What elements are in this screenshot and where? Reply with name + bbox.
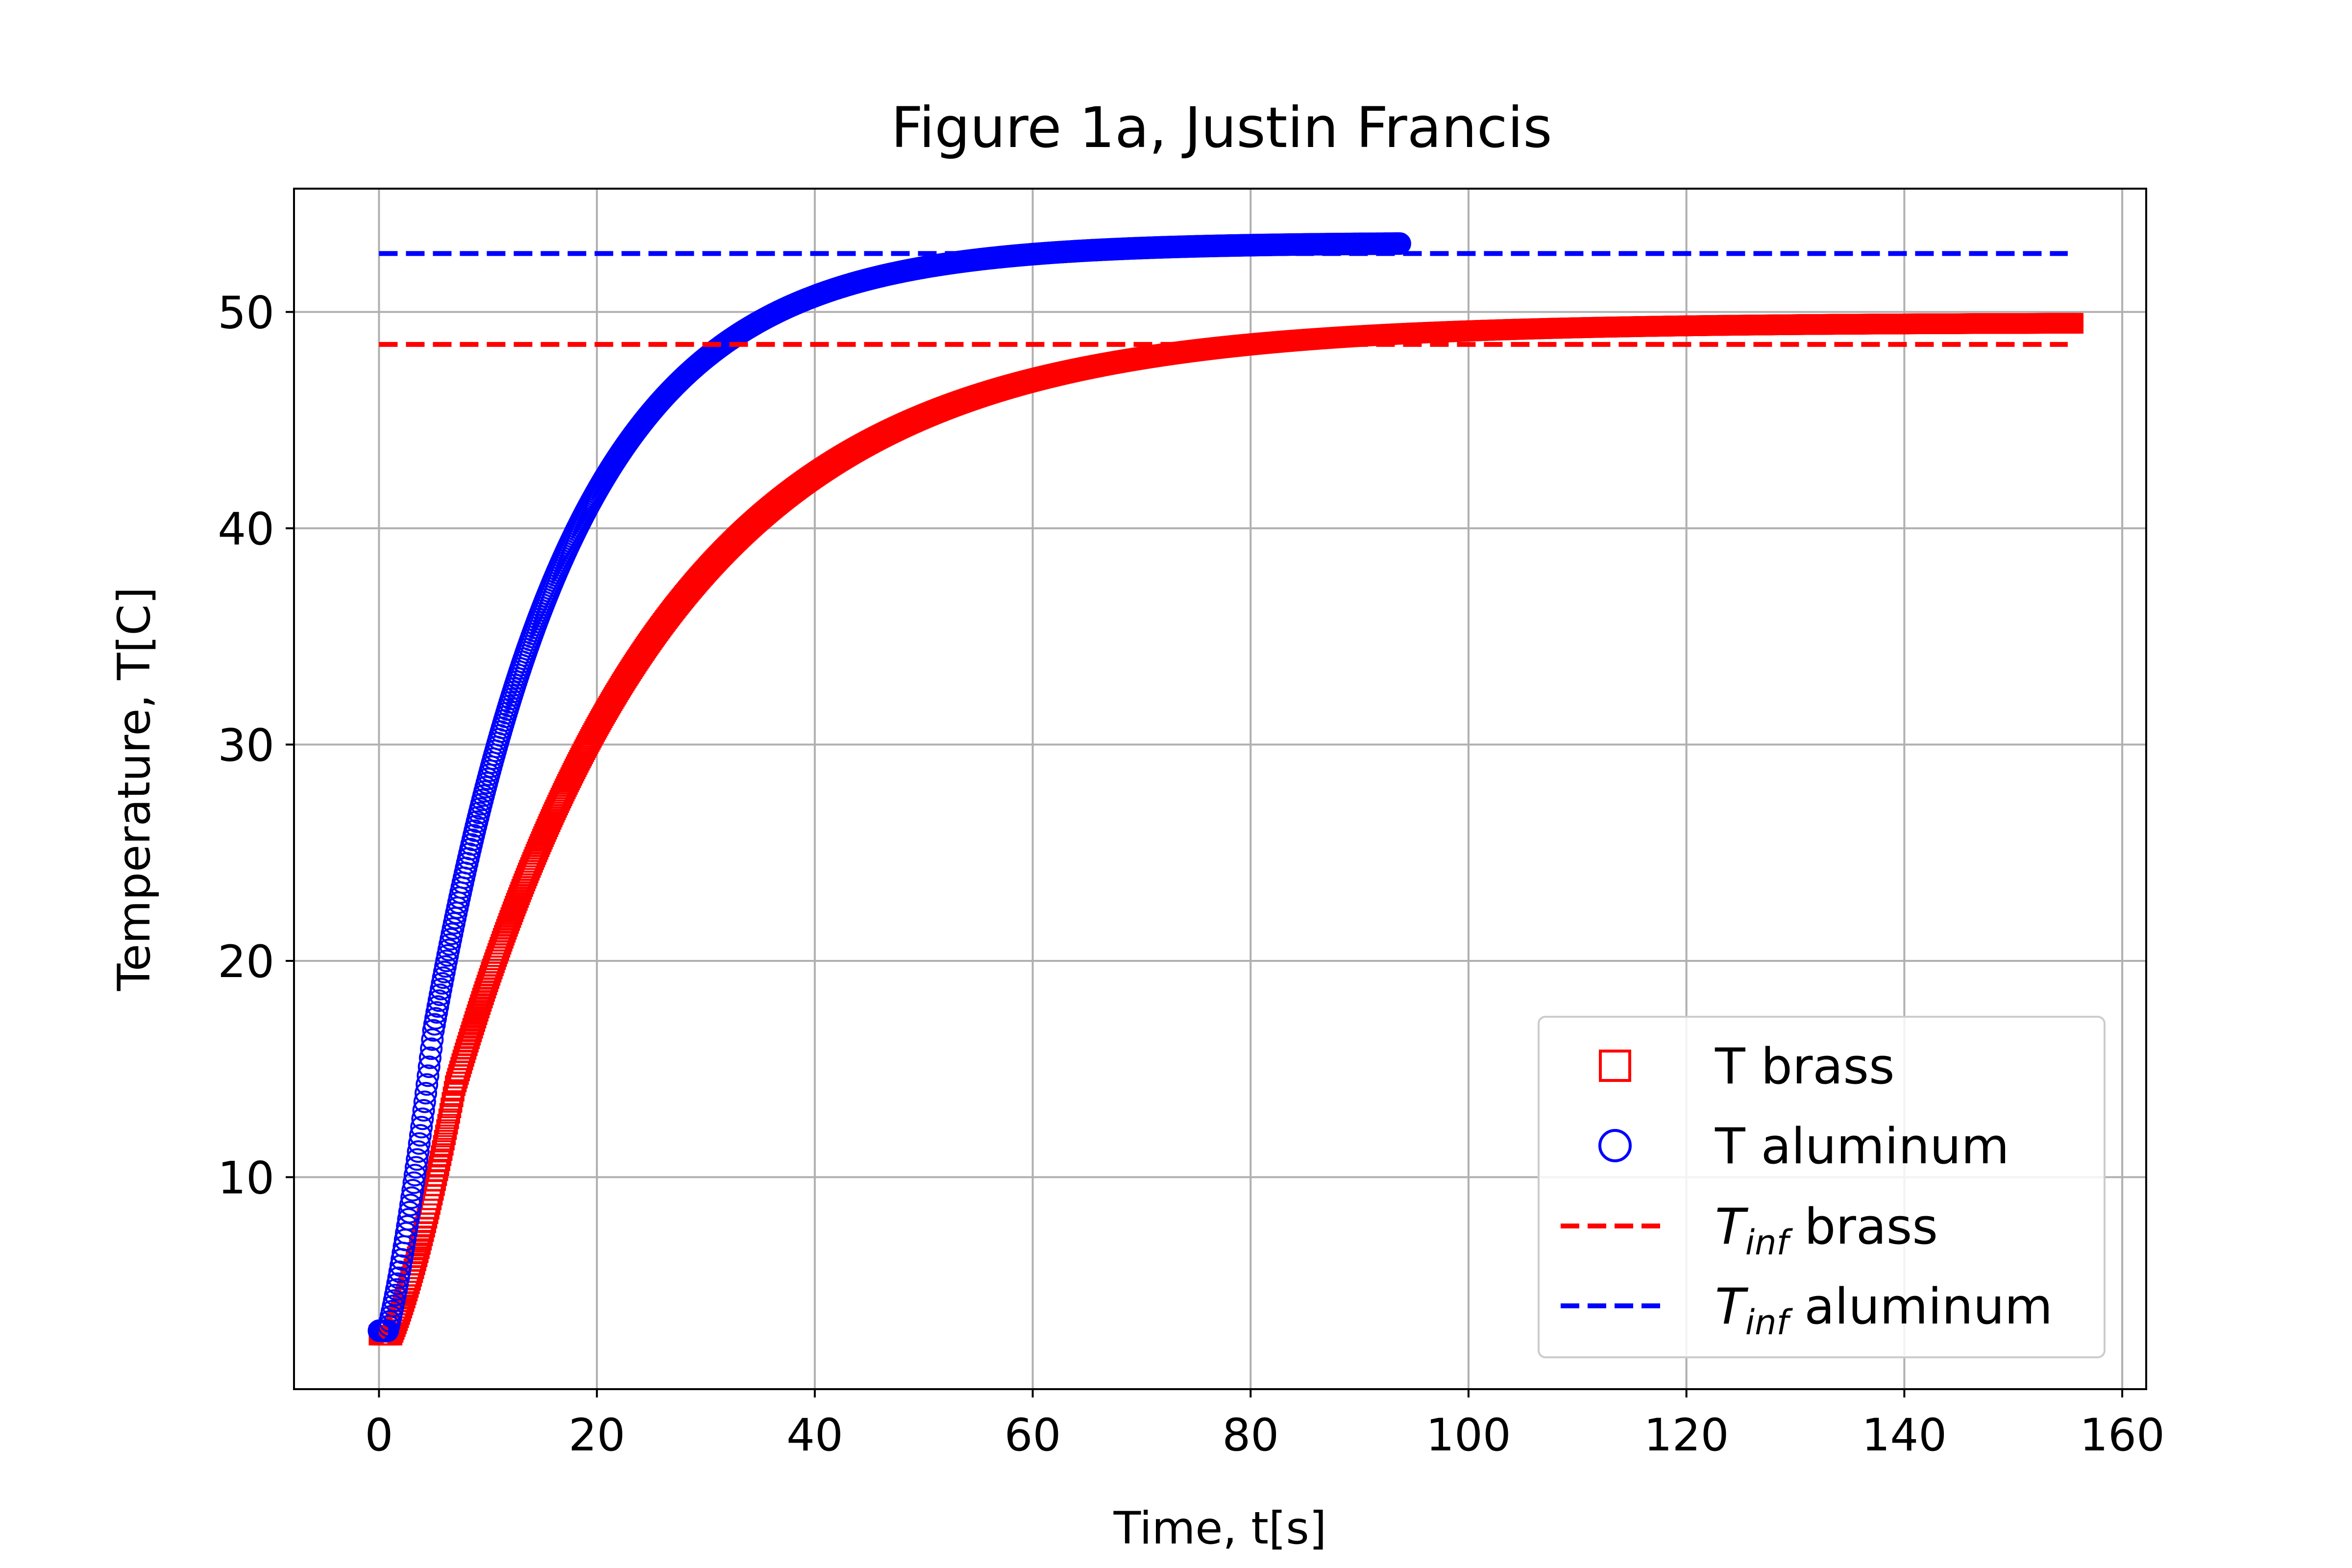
y-tick-label: 50: [218, 288, 274, 339]
data-point: [421, 1028, 444, 1051]
data-point: [432, 1140, 453, 1161]
data-point: [2063, 313, 2084, 334]
data-point: [420, 1037, 443, 1060]
legend-label: T aluminum: [1715, 1117, 2009, 1175]
data-point: [436, 1119, 457, 1140]
data-point: [435, 1125, 456, 1146]
y-tick-label: 40: [218, 504, 274, 555]
x-tick-label: 60: [1004, 1410, 1061, 1461]
y-axis-label: Temperature, T[C]: [109, 587, 160, 991]
x-tick-label: 140: [1862, 1410, 1947, 1461]
data-point: [401, 1179, 424, 1202]
data-point: [456, 1039, 477, 1060]
x-tick-label: 100: [1426, 1410, 1511, 1461]
y-tick-label: 20: [218, 936, 274, 988]
data-point: [413, 1090, 436, 1113]
data-point: [457, 1035, 478, 1056]
data-point: [407, 1140, 430, 1163]
data-point: [416, 1073, 439, 1096]
data-point: [411, 1107, 434, 1130]
data-point: [458, 1032, 479, 1053]
data-point: [408, 1132, 431, 1155]
data-point: [402, 1171, 425, 1194]
legend: T brass T aluminum Tinf brass Tinf aluminum: [1538, 1016, 2106, 1358]
series-t-brass: [368, 313, 2084, 1346]
data-point: [412, 1099, 435, 1122]
legend-box: [1538, 1016, 2106, 1358]
data-point: [398, 1200, 421, 1224]
legend-label: Tinf brass: [1715, 1198, 1938, 1263]
y-axis-ticks: 10 20 30 40 50: [218, 288, 294, 1204]
data-point: [399, 1194, 422, 1217]
legend-label: T brass: [1715, 1037, 1895, 1095]
data-point: [406, 1250, 427, 1272]
data-point: [434, 1129, 455, 1151]
data-point: [415, 1082, 438, 1105]
y-tick-label: 10: [218, 1152, 274, 1204]
data-point: [396, 1215, 419, 1238]
data-point: [404, 1254, 425, 1275]
data-point: [461, 1021, 482, 1042]
data-point: [416, 1064, 440, 1087]
data-point: [441, 1098, 462, 1119]
data-point: [439, 1103, 460, 1124]
legend-marker-square: [1599, 1050, 1631, 1082]
legend-marker-circle: [1598, 1129, 1632, 1162]
data-point: [1388, 232, 1411, 255]
x-tick-label: 40: [786, 1410, 843, 1461]
series-t-aluminum: [368, 232, 1411, 1342]
data-point: [400, 1186, 423, 1209]
x-tick-label: 20: [568, 1410, 625, 1461]
y-tick-label: 30: [218, 720, 274, 772]
data-point: [417, 1055, 441, 1078]
data-point: [433, 1135, 454, 1156]
data-point: [431, 1145, 452, 1166]
data-point: [402, 1262, 423, 1283]
x-tick-label: 0: [365, 1410, 393, 1461]
x-axis-ticks: 0 20 40 60 80 100 120 140 160: [365, 1389, 2165, 1461]
data-point: [409, 1124, 432, 1147]
data-point: [460, 1025, 481, 1046]
data-point: [455, 1042, 476, 1063]
data-point: [405, 1156, 428, 1179]
data-point: [418, 1046, 441, 1069]
data-point: [459, 1028, 480, 1049]
data-point: [410, 1116, 433, 1139]
data-point: [441, 1092, 463, 1113]
x-tick-label: 160: [2080, 1410, 2165, 1461]
plot-area: [368, 232, 2084, 1346]
data-point: [438, 1108, 459, 1129]
axes-frame: [293, 188, 2147, 1390]
chart-title: Figure 1a, Justin Francis: [891, 95, 1552, 160]
x-tick-label: 120: [1644, 1410, 1729, 1461]
data-point: [403, 1164, 426, 1187]
legend-label: Tinf aluminum: [1715, 1277, 2053, 1343]
x-tick-label: 80: [1222, 1410, 1279, 1461]
data-point: [397, 1208, 420, 1231]
x-axis-label: Time, t[s]: [1113, 1503, 1327, 1554]
data-point: [406, 1148, 429, 1171]
data-point: [437, 1114, 458, 1135]
